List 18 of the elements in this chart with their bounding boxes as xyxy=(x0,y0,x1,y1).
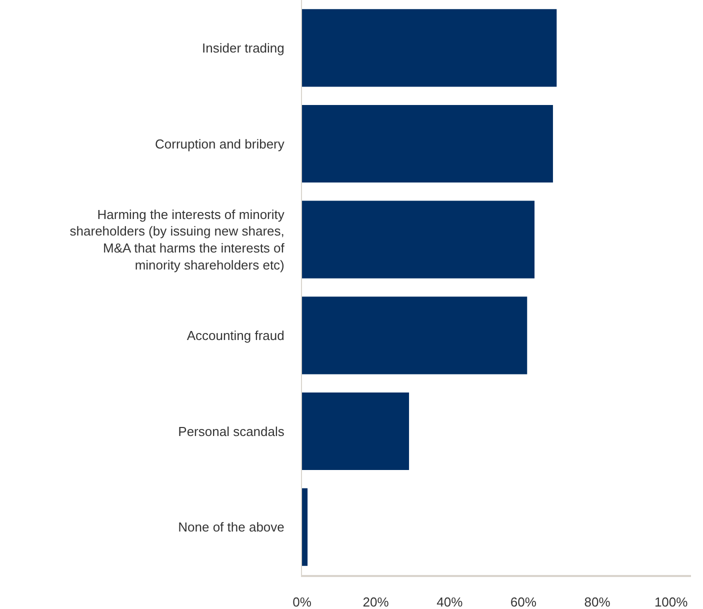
y-tick-label: Harming the interests of minority shareholders (by issuing new shares, M&A that harms the interests of minority shareholders etc) xyxy=(70,206,285,272)
y-tick-label: None of the above xyxy=(178,520,284,535)
x-tick-label: 20% xyxy=(362,594,390,609)
x-tick-label: 80% xyxy=(584,594,611,609)
x-tick-label: 40% xyxy=(436,594,464,609)
bar xyxy=(302,9,557,87)
bar xyxy=(302,200,535,278)
bar xyxy=(302,488,308,566)
y-tick-label: Accounting fraud xyxy=(186,328,284,343)
y-tick-label: Insider trading xyxy=(202,40,284,56)
x-tick-label: 0% xyxy=(292,594,312,609)
bar xyxy=(302,296,528,374)
y-tick-label: Personal scandals xyxy=(178,424,285,439)
x-tick-label: 100% xyxy=(654,594,688,609)
bar xyxy=(302,392,410,470)
bar xyxy=(302,104,553,183)
x-tick-label: 60% xyxy=(510,594,537,609)
y-tick-label: Corruption and bribery xyxy=(155,136,285,152)
